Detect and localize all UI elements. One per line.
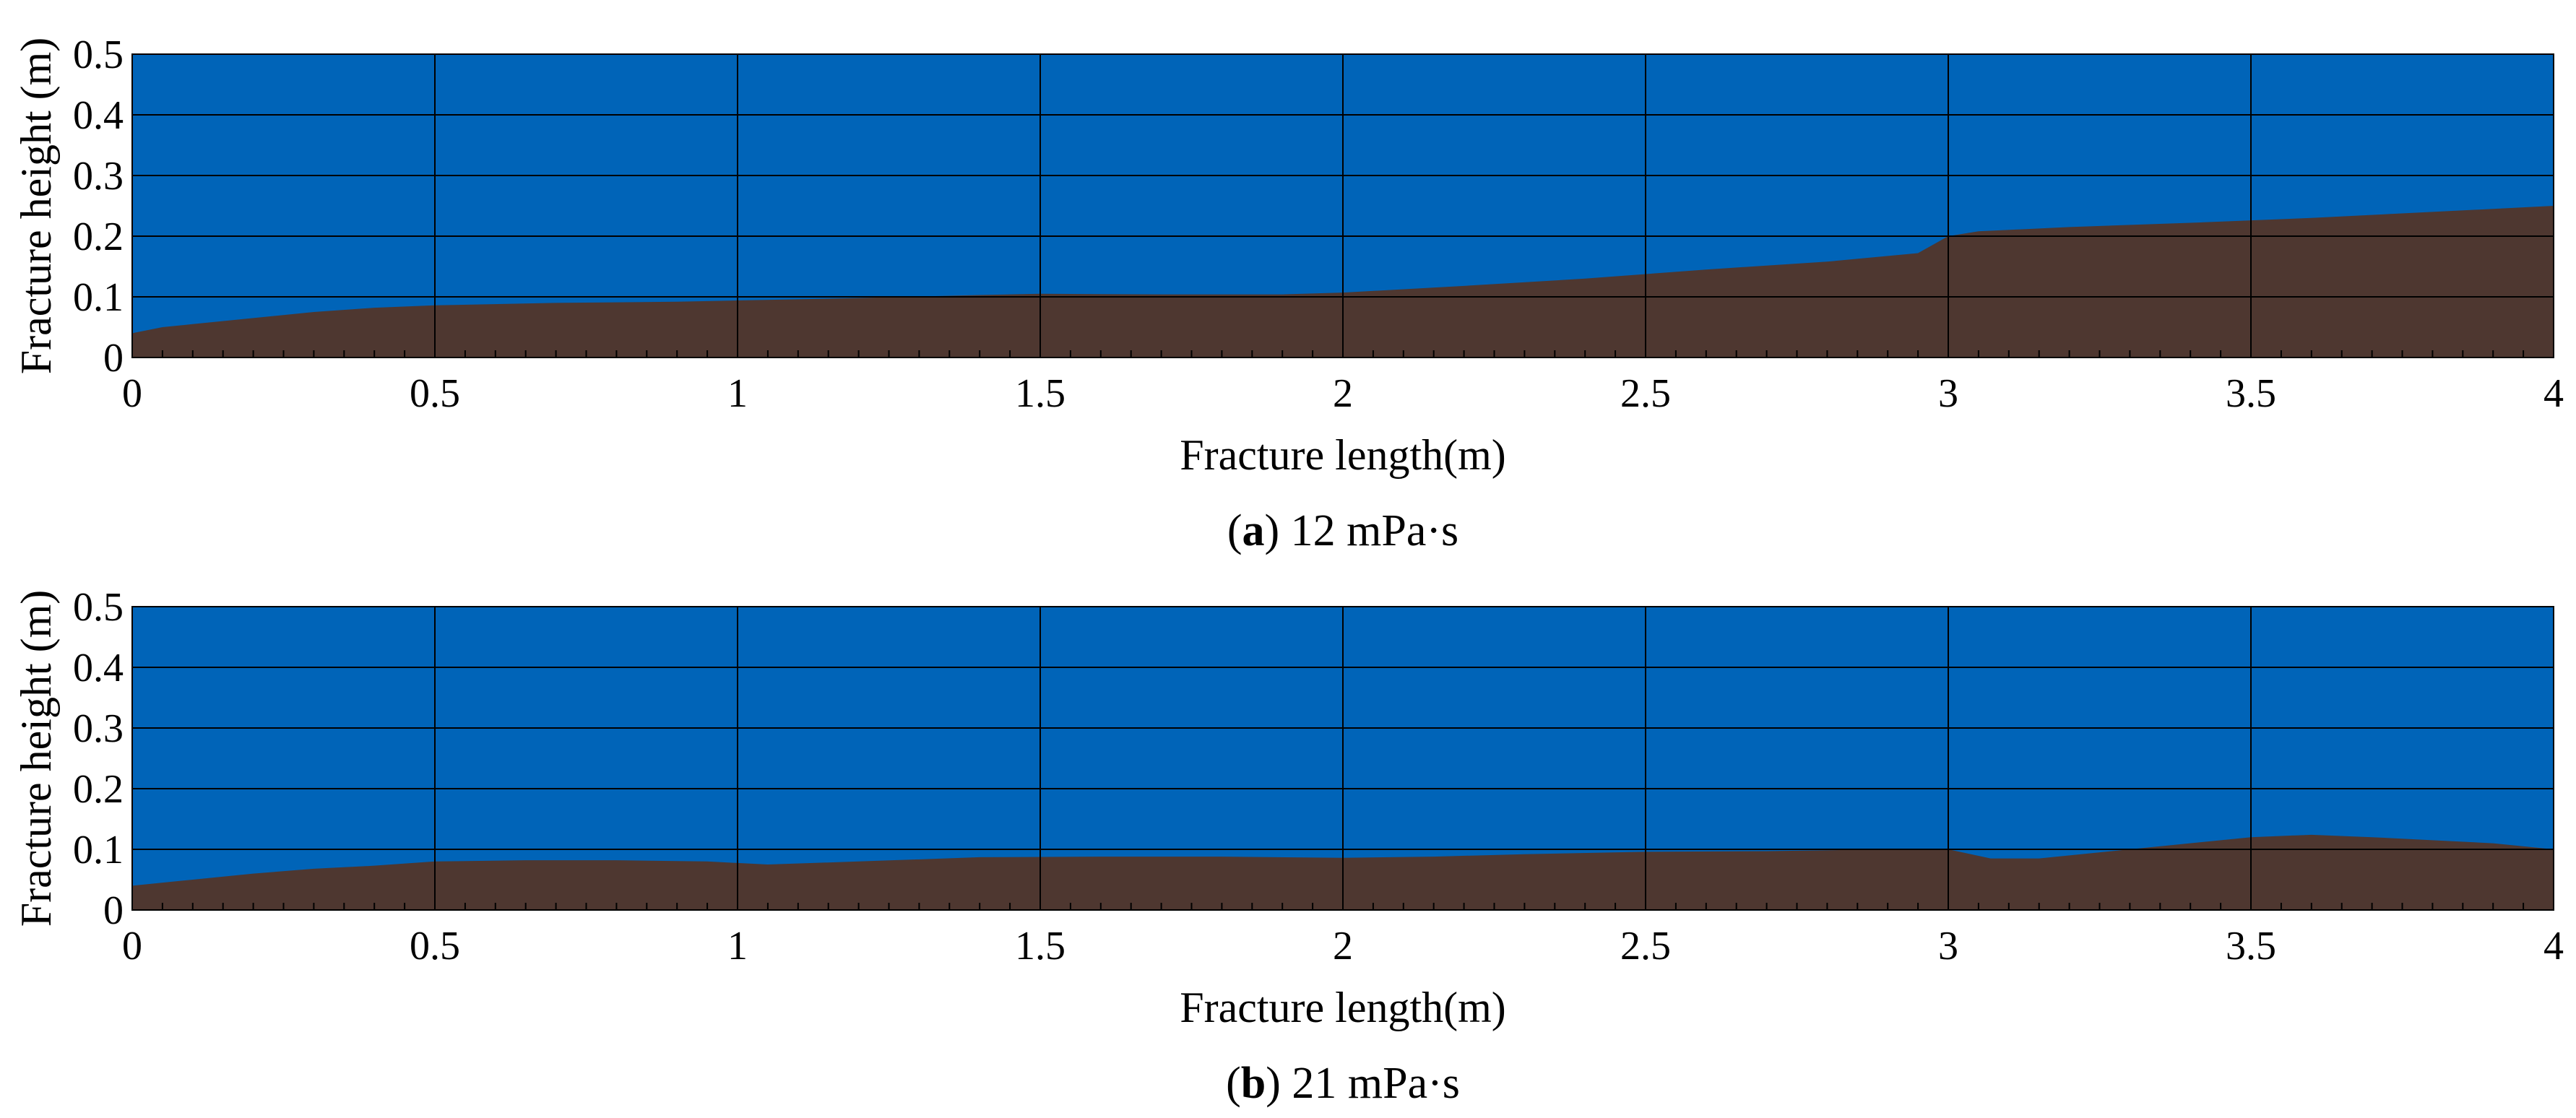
caption-open-paren: ( bbox=[1227, 506, 1242, 555]
y-tick-label: 0.5 bbox=[73, 32, 124, 77]
x-axis-title: Fracture length(m) bbox=[1180, 431, 1506, 479]
caption-letter: a bbox=[1242, 506, 1265, 555]
x-tick-label: 1 bbox=[727, 924, 748, 968]
x-tick-label: 3 bbox=[1938, 924, 1958, 968]
x-tick-label: 0.5 bbox=[410, 371, 460, 416]
y-tick-label: 0.2 bbox=[73, 214, 124, 259]
x-tick-label: 0 bbox=[122, 371, 142, 416]
plot-frame bbox=[131, 53, 2554, 358]
caption-open-paren: ( bbox=[1226, 1059, 1241, 1108]
panel-a: 0 0.5 1 1.5 2 2.5 3 3.5 4 0 0.1 0.2 0.3 0.4 0.5 Fractur… bbox=[12, 32, 2564, 555]
x-tick-label: 2 bbox=[1333, 924, 1353, 968]
caption-text: 12 mPa·s bbox=[1279, 506, 1458, 555]
x-tick-label: 1 bbox=[727, 371, 748, 416]
panel-caption: (b) 21 mPa·s bbox=[1226, 1059, 1460, 1108]
x-tick-label: 2.5 bbox=[1620, 924, 1671, 968]
x-tick-label: 2 bbox=[1333, 371, 1353, 416]
panel-caption: (a) 12 mPa·s bbox=[1227, 506, 1458, 555]
plot-frame bbox=[131, 606, 2554, 911]
caption-text: 21 mPa·s bbox=[1281, 1059, 1460, 1108]
y-axis-title: Fracture height (m) bbox=[12, 38, 60, 375]
x-tick-label: 1.5 bbox=[1015, 371, 1066, 416]
y-tick-label: 0 bbox=[103, 888, 124, 933]
y-axis-title: Fracture height (m) bbox=[12, 590, 60, 927]
y-tick-label: 0.2 bbox=[73, 767, 124, 812]
x-tick-label: 0 bbox=[122, 924, 142, 968]
x-tick-label: 4 bbox=[2543, 371, 2564, 416]
x-tick-label: 0.5 bbox=[410, 924, 460, 968]
x-tick-label: 3.5 bbox=[2226, 924, 2276, 968]
x-tick-label: 2.5 bbox=[1620, 371, 1671, 416]
x-axis-title: Fracture length(m) bbox=[1180, 984, 1506, 1031]
x-tick-label: 4 bbox=[2543, 924, 2564, 968]
panel-b: 0 0.5 1 1.5 2 2.5 3 3.5 4 0 0.1 0.2 0.3 0.4 0.5 Fractur… bbox=[12, 585, 2564, 1108]
y-tick-label: 0.1 bbox=[73, 828, 124, 872]
y-tick-label: 0 bbox=[103, 336, 124, 381]
y-tick-label: 0.3 bbox=[73, 154, 124, 199]
x-tick-label: 3.5 bbox=[2226, 371, 2276, 416]
y-tick-label: 0.3 bbox=[73, 706, 124, 751]
y-tick-label: 0.4 bbox=[73, 646, 124, 690]
y-tick-label: 0.1 bbox=[73, 275, 124, 320]
x-tick-label: 1.5 bbox=[1015, 924, 1066, 968]
caption-close-paren: ) bbox=[1265, 506, 1280, 555]
y-tick-label: 0.5 bbox=[73, 585, 124, 630]
x-tick-label: 3 bbox=[1938, 371, 1958, 416]
y-tick-label: 0.4 bbox=[73, 93, 124, 138]
caption-letter: b bbox=[1241, 1059, 1266, 1108]
caption-close-paren: ) bbox=[1266, 1059, 1281, 1108]
